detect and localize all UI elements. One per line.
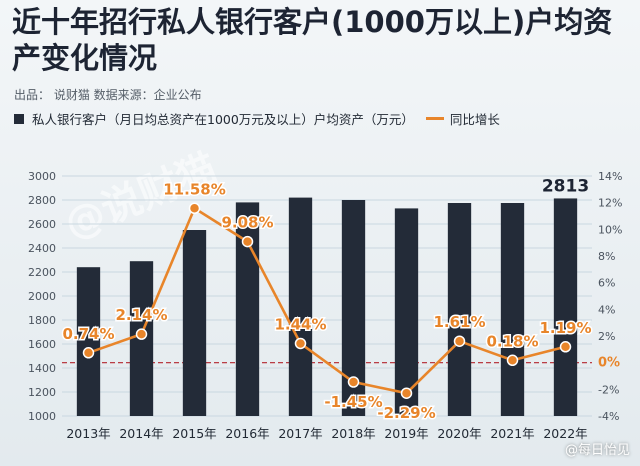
bar: [76, 267, 101, 416]
x-tick-label: 2015年: [172, 426, 216, 441]
y-left-tick-label: 2200: [28, 266, 56, 279]
line-data-label: 1.19%: [539, 319, 591, 337]
line-data-label: 9.08%: [221, 214, 273, 232]
y-right-tick-label: -2%: [598, 383, 619, 396]
y-left-tick-label: 2800: [28, 194, 56, 207]
x-tick-label: 2022年: [543, 426, 587, 441]
line-data-label: 0.74%: [62, 325, 114, 343]
y-right-tick-label: 4%: [598, 303, 615, 316]
y-right-tick-label: 10%: [598, 223, 622, 236]
y-right-tick-label: 2%: [598, 330, 615, 343]
line-data-label: -2.29%: [377, 404, 435, 422]
bar: [341, 200, 366, 416]
line-point: [241, 235, 254, 248]
legend-bar-label: 私人银行客户（月日均总资产在1000万元及以上）户均资产（万元）: [32, 112, 414, 127]
line-point: [82, 347, 95, 359]
legend-line-label: 同比增长: [449, 112, 500, 127]
line-data-label: 11.58%: [163, 180, 225, 198]
line-point: [400, 387, 413, 399]
legend-line-swatch: [425, 117, 444, 120]
line-point: [294, 337, 307, 350]
y-left-tick-label: 3000: [28, 170, 56, 183]
y-right-tick-label: 6%: [598, 277, 615, 290]
x-tick-label: 2016年: [225, 426, 269, 441]
line-data-label: 1.44%: [274, 315, 326, 333]
line-point: [453, 335, 466, 347]
line-data-label: 1.61%: [433, 313, 485, 331]
x-tick-label: 2013年: [66, 426, 110, 441]
bar-data-label: 2813: [542, 176, 589, 196]
y-left-tick-label: 2600: [28, 218, 56, 231]
y-right-tick-label: -4%: [598, 410, 619, 423]
x-tick-label: 2019年: [384, 426, 428, 441]
growth-line: [88, 206, 566, 395]
y-left-tick-label: 1800: [28, 314, 56, 327]
line-point: [135, 328, 148, 340]
line-point: [347, 376, 360, 388]
line-data-label: 2.14%: [115, 306, 167, 324]
source-line: 出品： 说财猫 数据来源：企业公布: [14, 88, 202, 102]
x-tick-label: 2018年: [331, 426, 375, 441]
x-tick-label: 2014年: [119, 426, 163, 441]
line-point: [188, 202, 201, 215]
bar: [447, 203, 472, 416]
y-left-tick-label: 2000: [28, 290, 56, 303]
bar: [500, 203, 525, 416]
y-right-tick-label: 8%: [598, 250, 615, 263]
y-right-tick-label: 0%: [598, 356, 620, 371]
bar: [394, 208, 419, 416]
y-left-tick-label: 1200: [28, 386, 56, 399]
y-left-tick-label: 1000: [28, 410, 56, 423]
line-point: [506, 354, 519, 367]
bar: [288, 197, 313, 416]
bar: [182, 230, 207, 416]
y-left-tick-label: 2400: [28, 242, 56, 255]
x-tick-label: 2020年: [437, 426, 481, 441]
y-left-tick-label: 1400: [28, 362, 56, 375]
y-right-tick-label: 14%: [598, 170, 622, 183]
x-tick-label: 2017年: [278, 426, 322, 441]
legend-bar-swatch: [14, 113, 24, 124]
line-data-label: 0.18%: [486, 332, 538, 350]
y-right-tick-label: 12%: [598, 197, 622, 210]
line-data-label: -1.45%: [324, 393, 382, 411]
line-point: [559, 341, 572, 353]
bar: [235, 202, 260, 416]
footer-watermark: @每日怡见: [564, 443, 630, 458]
legend: 私人银行客户（月日均总资产在1000万元及以上）户均资产（万元） 同比增长: [14, 109, 500, 128]
y-left-tick-label: 1600: [28, 338, 56, 351]
bar: [553, 198, 578, 416]
chart-title: 近十年招行私人银行客户(1000万以上)户均资产变化情况: [12, 5, 613, 75]
x-tick-label: 2021年: [490, 426, 534, 441]
